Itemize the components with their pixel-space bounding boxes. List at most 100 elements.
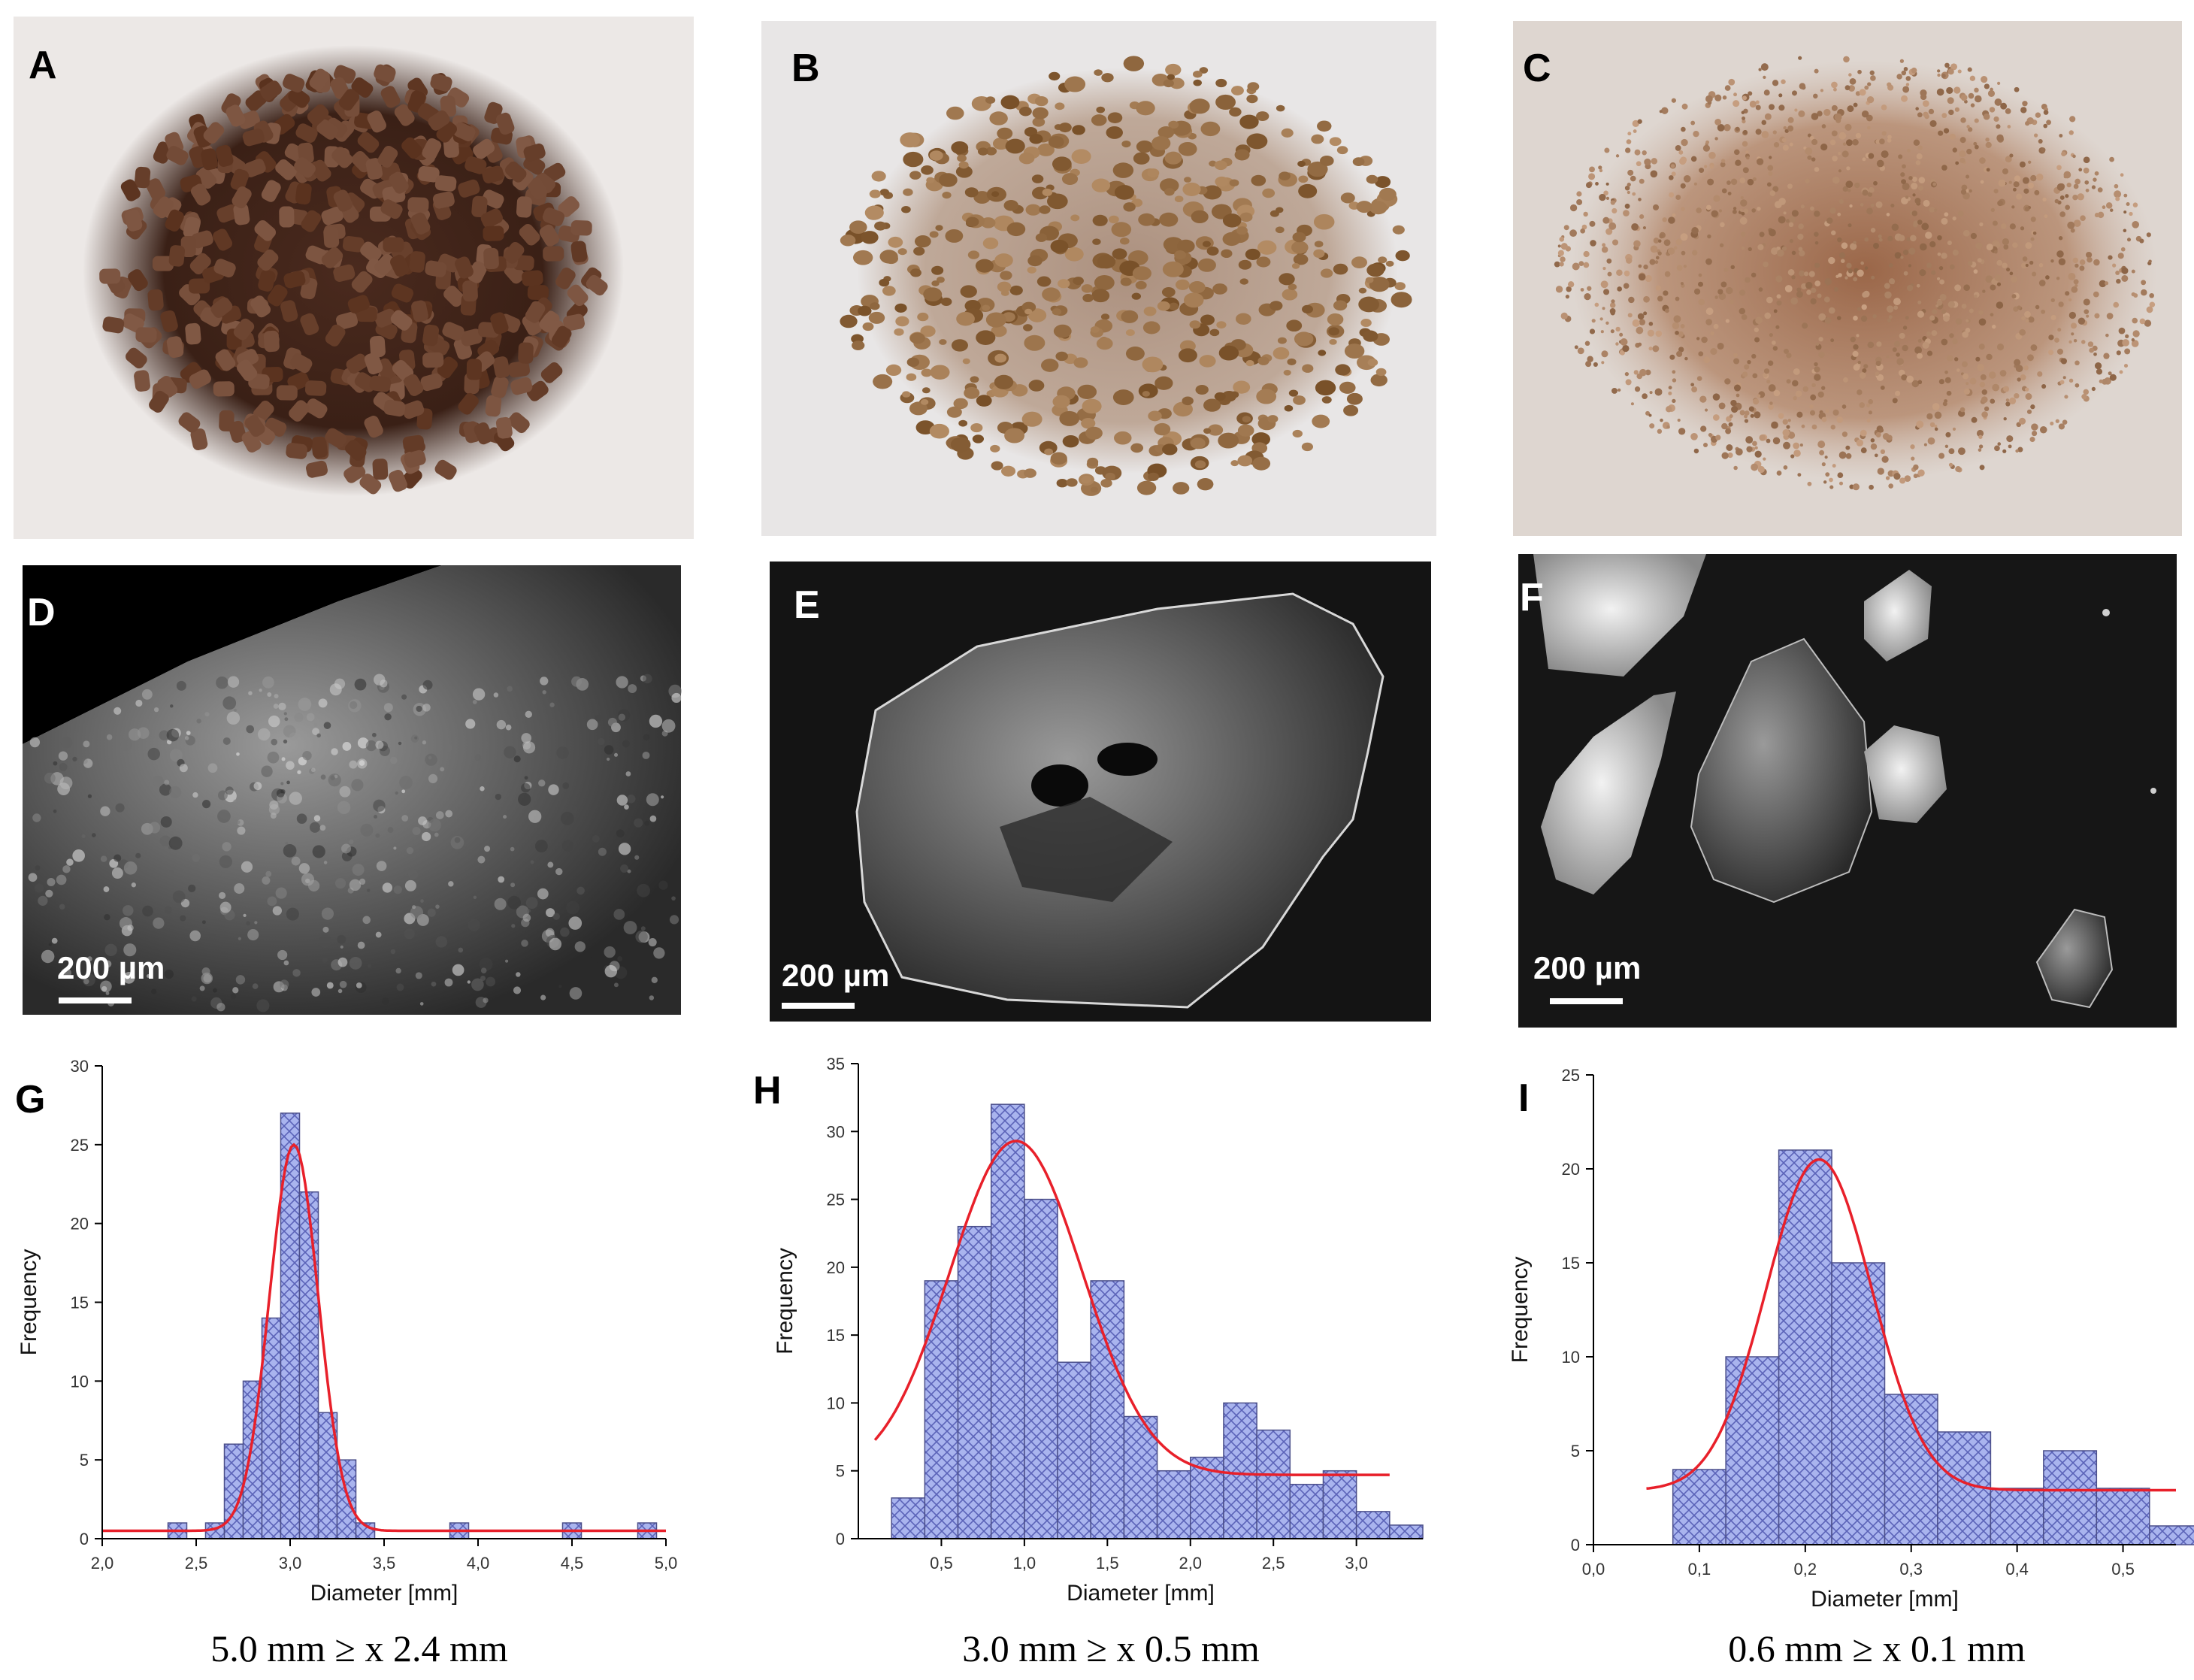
powder-grain [1878,234,1882,238]
granule [1197,478,1214,491]
powder-grain [1717,123,1725,132]
granule [1267,415,1279,423]
sem-texture-dot [247,929,259,941]
powder-grain [2029,260,2034,265]
sem-texture-dot [516,972,521,977]
powder-grain [2042,197,2047,202]
powder-grain [2017,446,2023,453]
sem-texture-dot [607,717,617,727]
powder-grain [1744,419,1749,423]
powder-grain [2081,340,2086,344]
powder-grain [2023,365,2029,371]
powder-grain [1605,182,1609,186]
sem-texture-dot [534,840,548,853]
powder-grain [2071,286,2078,293]
powder-grain [1861,304,1867,310]
caption-h: 3.0 mm ≥ x 0.5 mm [962,1627,1260,1669]
powder-grain [1730,265,1736,270]
pellet [380,86,401,108]
granule [939,339,947,345]
powder-grain [1809,404,1814,409]
sem-texture-dot [375,833,380,838]
powder-grain [1559,237,1565,242]
sem-texture-dot [104,960,112,968]
powder-grain [1783,211,1787,215]
powder-grain [1615,342,1619,346]
powder-grain [1671,98,1676,103]
powder-grain [1862,292,1868,298]
powder-grain [1898,154,1903,159]
granule [997,281,1012,292]
powder-grain [1916,153,1923,160]
x-axis-label: Diameter [mm] [310,1581,458,1606]
powder-grain [1626,257,1633,264]
powder-grain [1740,199,1748,207]
sem-texture-dot [259,689,262,692]
powder-grain [1896,74,1902,80]
sem-texture-dot [96,975,102,980]
powder-grain [2003,244,2009,250]
powder-grain [1846,166,1851,171]
y-tick-label: 10 [1562,1348,1580,1367]
powder-grain [1761,120,1767,126]
pellet [543,246,564,262]
powder-grain [1901,179,1906,185]
powder-grain [1731,406,1739,413]
y-axis-label: Frequency [1508,1257,1533,1364]
granule [1247,82,1260,92]
sem-texture-dot [522,741,536,754]
granule [1147,168,1160,178]
granule [945,229,964,243]
powder-grain [1935,304,1939,308]
powder-grain [1638,264,1642,268]
sem-texture-dot [234,883,245,894]
powder-grain [1853,102,1858,107]
powder-grain [1793,442,1800,450]
powder-grain [1664,271,1671,277]
powder-grain [1805,178,1810,183]
powder-grain [2009,223,2016,230]
granule [1256,256,1271,268]
granule [1293,395,1306,405]
sem-texture-dot [328,773,341,787]
sem-texture-dot [267,896,277,907]
powder-grain [2012,187,2017,192]
granule [967,250,980,259]
powder-grain [1745,436,1754,444]
granule [874,221,887,231]
powder-grain [1922,341,1929,350]
powder-grain [1714,295,1718,299]
x-tick-label: 3,0 [279,1554,302,1573]
powder-grain [1967,260,1973,266]
powder-grain [1653,238,1660,244]
granule [1006,222,1026,237]
pellet [283,271,306,289]
granule [962,358,970,365]
powder-grain [1857,69,1862,74]
powder-grain [1893,298,1901,306]
powder-grain [1941,165,1947,171]
powder-grain [1772,341,1776,345]
pellet [351,271,373,293]
powder-grain [2059,380,2065,385]
granule [1154,376,1173,390]
powder-grain [1923,111,1929,117]
sem-texture-dot [357,941,365,949]
powder-grain [1678,347,1684,353]
granule [1174,195,1184,203]
powder-grain [2003,386,2010,392]
powder-grain [1655,330,1663,338]
histogram-bar [1289,1484,1324,1539]
granule [1148,410,1162,422]
powder-grain [1820,89,1824,92]
granule [946,106,964,120]
powder-grain [2028,182,2035,189]
granule [1314,241,1324,248]
granule [955,165,973,178]
granule [1135,280,1147,290]
granule [1023,324,1033,331]
powder-grain [2022,101,2028,107]
sem-texture-dot [635,930,648,943]
powder-grain [1785,219,1790,223]
y-tick-label: 20 [71,1215,89,1234]
